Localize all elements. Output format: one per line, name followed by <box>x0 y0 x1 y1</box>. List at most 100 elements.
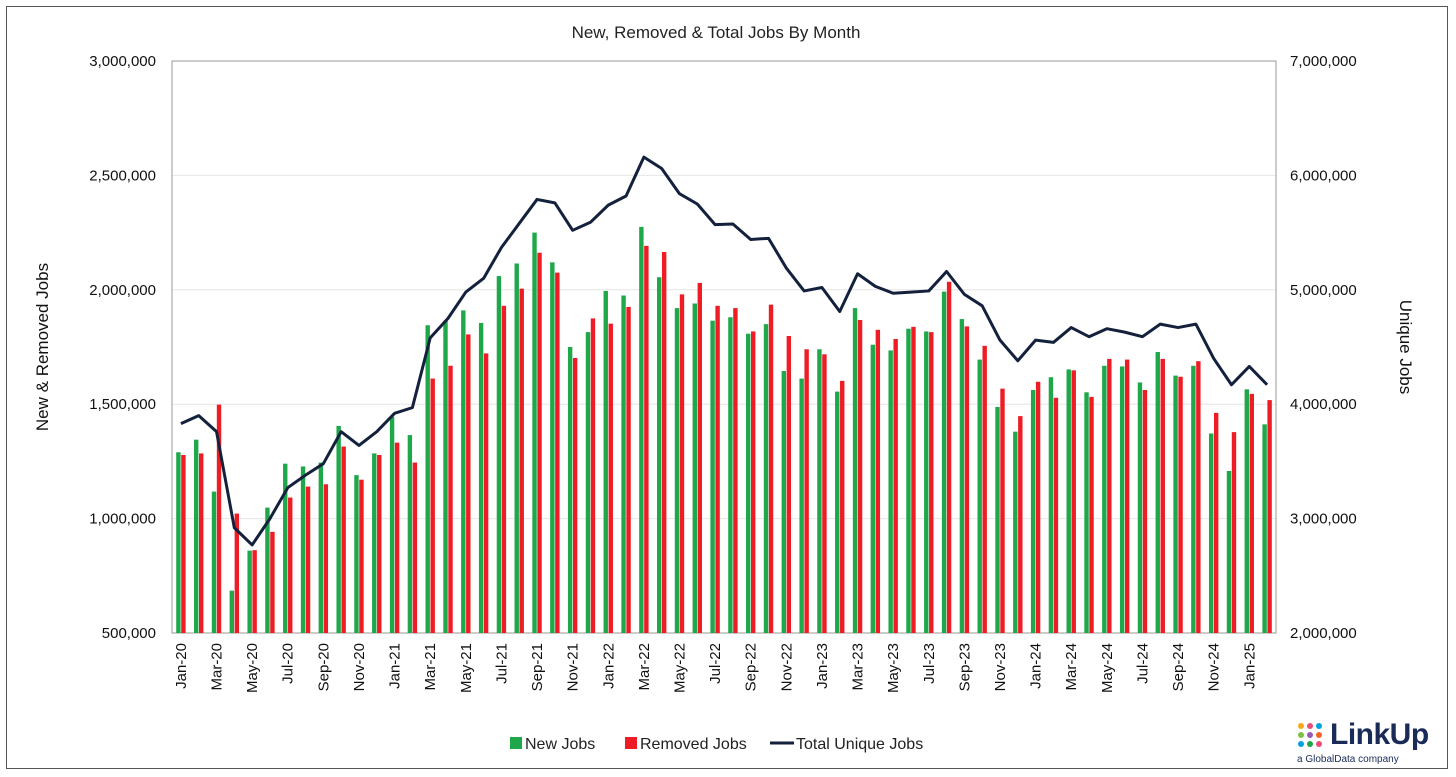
bar-removed-jobs <box>768 304 774 633</box>
x-tick-label: Jul-20 <box>280 643 297 684</box>
legend-label-new-jobs: New Jobs <box>525 736 595 753</box>
left-tick-label: 3,000,000 <box>89 53 156 70</box>
bar-removed-jobs <box>661 252 667 633</box>
bar-new-jobs <box>852 308 858 633</box>
bar-removed-jobs <box>1249 393 1254 633</box>
bar-removed-jobs <box>1107 358 1112 633</box>
bar-removed-jobs <box>1089 396 1094 633</box>
bar-removed-jobs <box>1035 381 1041 633</box>
bar-removed-jobs <box>1231 432 1237 633</box>
bar-removed-jobs <box>964 326 970 633</box>
left-axis-label: New & Removed Jobs <box>33 263 52 431</box>
legend-label-total-unique-jobs: Total Unique Jobs <box>796 736 923 753</box>
bar-removed-jobs <box>234 513 240 633</box>
bar-new-jobs <box>425 325 430 633</box>
bar-removed-jobs <box>377 454 382 633</box>
bar-new-jobs <box>1066 369 1071 633</box>
bar-new-jobs <box>461 310 466 633</box>
x-tick-label: Sep-21 <box>529 643 546 691</box>
bar-removed-jobs <box>483 353 489 633</box>
bar-new-jobs <box>300 466 306 633</box>
bar-removed-jobs <box>1071 370 1076 633</box>
bar-removed-jobs <box>359 479 364 633</box>
x-tick-label: Sep-24 <box>1170 643 1187 691</box>
bar-new-jobs <box>443 320 448 633</box>
logo-wordmark: LinkUp <box>1330 718 1429 751</box>
left-tick-label: 2,500,000 <box>89 167 156 184</box>
x-tick-label: Nov-23 <box>992 643 1009 691</box>
bar-removed-jobs <box>537 252 542 633</box>
bar-new-jobs <box>746 333 751 633</box>
bar-new-jobs <box>176 452 181 633</box>
bar-new-jobs <box>247 550 252 633</box>
bar-new-jobs <box>478 322 484 633</box>
bar-removed-jobs <box>1196 361 1201 633</box>
bar-removed-jobs <box>1000 388 1005 633</box>
chart-frame <box>6 6 1448 769</box>
bar-removed-jobs <box>323 484 329 633</box>
bar-new-jobs <box>1030 390 1036 633</box>
bar-removed-jobs <box>982 345 987 633</box>
bar-removed-jobs <box>199 453 204 633</box>
bar-new-jobs <box>1262 424 1267 633</box>
bar-removed-jobs <box>1124 359 1130 633</box>
bar-removed-jobs <box>608 323 613 633</box>
bar-new-jobs <box>959 319 965 633</box>
bar-removed-jobs <box>911 326 916 633</box>
bar-removed-jobs <box>555 272 560 633</box>
bar-removed-jobs <box>501 305 507 633</box>
bar-new-jobs <box>514 263 519 633</box>
bar-new-jobs <box>692 303 697 633</box>
bar-removed-jobs <box>519 288 524 633</box>
removed-jobs-series <box>181 245 1272 633</box>
left-tick-label: 1,000,000 <box>89 511 156 528</box>
bar-new-jobs <box>1191 365 1196 633</box>
right-tick-label: 2,000,000 <box>1290 625 1357 642</box>
bar-new-jobs <box>1155 352 1160 633</box>
bar-new-jobs <box>211 491 217 633</box>
bar-removed-jobs <box>1018 416 1023 633</box>
legend: New Jobs Removed Jobs Total Unique Jobs <box>510 736 923 753</box>
x-tick-label: Nov-22 <box>778 643 795 691</box>
bar-new-jobs <box>194 439 199 633</box>
bar-new-jobs <box>1137 382 1143 633</box>
bar-new-jobs <box>1208 433 1214 633</box>
bar-new-jobs <box>1226 471 1232 633</box>
x-tick-label: Jan-23 <box>814 643 831 689</box>
bar-new-jobs <box>835 391 840 633</box>
logo-tagline: a GlobalData company <box>1297 754 1399 765</box>
chart-title: New, Removed & Total Jobs By Month <box>572 23 861 42</box>
bar-removed-jobs <box>644 245 649 633</box>
bar-new-jobs <box>728 317 733 633</box>
bar-new-jobs <box>621 295 626 633</box>
x-tick-label: Jul-22 <box>707 643 724 684</box>
x-tick-label: Jul-21 <box>493 643 510 684</box>
bar-new-jobs <box>781 371 787 633</box>
left-axis-ticks: 500,000 1,000,000 1,500,000 2,000,000 2,500,… <box>89 53 156 642</box>
bar-new-jobs <box>1244 389 1249 633</box>
x-tick-label: Nov-24 <box>1206 643 1223 691</box>
bar-removed-jobs <box>448 365 453 633</box>
x-tick-label: Sep-23 <box>956 643 973 691</box>
bar-new-jobs <box>995 406 1000 633</box>
bar-new-jobs <box>283 463 288 633</box>
bar-new-jobs <box>265 507 270 633</box>
bar-new-jobs <box>603 290 608 633</box>
bar-new-jobs <box>496 276 502 633</box>
bar-removed-jobs <box>946 281 952 633</box>
line-total-unique-jobs <box>180 155 1269 547</box>
bar-removed-jobs <box>679 294 685 633</box>
x-tick-label: Mar-24 <box>1063 643 1080 691</box>
x-axis-ticks: Jan-20 Mar-20 May-20 Jul-20 Sep-20 Nov-20 Jan-… <box>173 643 1258 693</box>
bar-new-jobs <box>585 332 591 633</box>
bar-new-jobs <box>924 331 929 633</box>
bar-new-jobs <box>1173 375 1178 633</box>
bar-removed-jobs <box>572 357 578 633</box>
bar-removed-jobs <box>305 486 311 633</box>
x-tick-label: Mar-21 <box>422 643 439 691</box>
bar-removed-jobs <box>1267 400 1272 633</box>
bar-removed-jobs <box>181 454 186 633</box>
bar-removed-jobs <box>857 320 863 633</box>
bar-new-jobs <box>354 475 359 633</box>
bar-removed-jobs <box>893 338 898 633</box>
